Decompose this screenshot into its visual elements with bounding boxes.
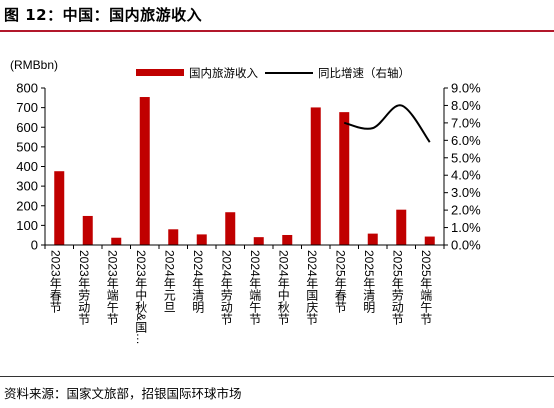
x-tick-label: 2025年清明 <box>362 250 376 313</box>
bar <box>396 209 407 245</box>
right-tick-label: 2.0% <box>451 203 481 218</box>
left-tick-label: 800 <box>16 81 38 96</box>
x-tick-label: 2023年劳动节 <box>77 250 91 325</box>
x-tick-label: 2025年端午节 <box>419 250 433 325</box>
right-axis: 0.0% 1.0% 2.0% 3.0% 4.0% 5.0% 6.0% 7.0% 8.0% 9.0% <box>443 81 481 253</box>
bar <box>424 236 435 245</box>
title-divider <box>0 30 554 32</box>
bar <box>225 212 236 245</box>
right-tick-label: 8.0% <box>451 98 481 113</box>
left-tick-label: 0 <box>31 238 38 253</box>
legend-bar-swatch <box>136 69 184 76</box>
bar <box>282 234 293 245</box>
bar-series <box>54 97 435 246</box>
left-axis: 0 100 200 300 400 500 600 700 800 <box>16 81 46 253</box>
x-tick-label: 2024年清明 <box>191 250 205 313</box>
bar <box>339 112 350 245</box>
bar <box>168 229 179 245</box>
chart-title: 图 12：中国：国内旅游收入 <box>4 6 203 24</box>
bar <box>139 97 150 245</box>
right-tick-label: 3.0% <box>451 185 481 200</box>
right-tick-label: 6.0% <box>451 133 481 148</box>
x-tick-label: 2025年劳动节 <box>390 250 404 325</box>
bar <box>111 237 122 245</box>
left-tick-label: 300 <box>16 179 38 194</box>
bar <box>82 215 93 245</box>
bar <box>196 234 207 245</box>
left-tick-label: 100 <box>16 218 38 233</box>
x-tick-label: 2024年元旦 <box>162 250 176 313</box>
left-tick-label: 200 <box>16 198 38 213</box>
x-tick-label: 2024年中秋节 <box>276 250 290 325</box>
bar <box>253 237 264 245</box>
x-tick-label: 2024年国庆节 <box>305 250 319 325</box>
legend: 国内旅游收入 同比增速（右轴） <box>136 66 410 80</box>
x-axis: 2023年春节 2023年劳动节 2023年端午节 2023年中秋&国… 2024年元旦… <box>44 244 445 345</box>
left-tick-label: 400 <box>16 159 38 174</box>
left-tick-label: 700 <box>16 100 38 115</box>
line-series <box>344 104 431 143</box>
x-tick-label: 2025年春节 <box>333 250 347 313</box>
yoy-growth-line <box>344 104 431 143</box>
right-tick-label: 9.0% <box>451 81 481 96</box>
left-tick-label: 500 <box>16 139 38 154</box>
legend-line-label: 同比增速（右轴） <box>318 66 410 80</box>
right-tick-label: 0.0% <box>451 238 481 253</box>
y-axis-label: (RMBbn) <box>10 58 58 72</box>
chart-canvas: (RMBbn) 国内旅游收入 同比增速（右轴） 0 100 200 300 400 500… <box>10 58 481 345</box>
x-tick-label: 2023年端午节 <box>105 250 119 325</box>
x-tick-label: 2024年端午节 <box>248 250 262 325</box>
right-tick-label: 7.0% <box>451 115 481 130</box>
bar <box>54 171 65 245</box>
bar <box>310 107 321 246</box>
x-tick-label: 2023年中秋&国… <box>134 250 148 345</box>
x-tick-label: 2024年劳动节 <box>219 250 233 325</box>
source-note: 资料来源：国家文旅部，招银国际环球市场 <box>4 386 242 401</box>
right-tick-label: 5.0% <box>451 150 481 165</box>
right-tick-label: 4.0% <box>451 168 481 183</box>
source-divider <box>0 376 554 377</box>
legend-bar-label: 国内旅游收入 <box>189 66 258 80</box>
left-tick-label: 600 <box>16 120 38 135</box>
bar <box>367 233 378 245</box>
x-tick-label: 2023年春节 <box>48 250 62 313</box>
right-tick-label: 1.0% <box>451 220 481 235</box>
